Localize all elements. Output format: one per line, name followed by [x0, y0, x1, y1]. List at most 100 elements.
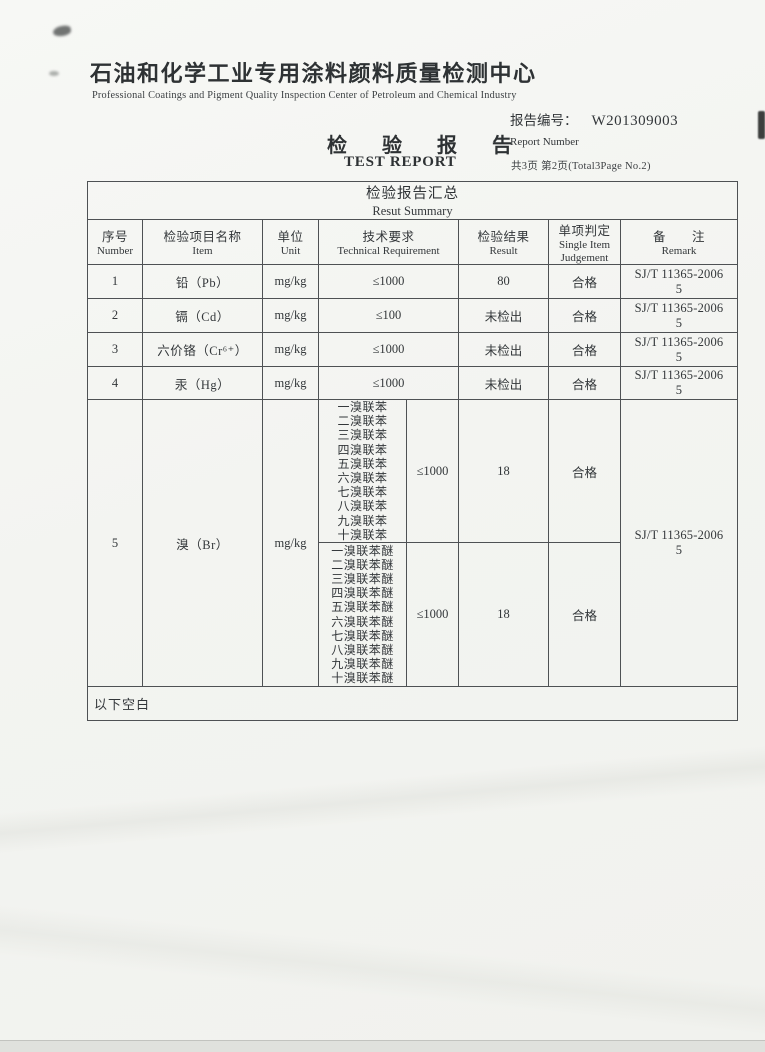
- table-title-cell: 检验报告汇总 Resut Summary: [87, 181, 738, 220]
- cell-number: 1: [87, 264, 143, 299]
- report-number-label-en: Report Number: [510, 136, 579, 148]
- cell-remark: SJ/T 11365-2006 5: [620, 366, 738, 400]
- cell-remark: SJ/T 11365-2006 5: [620, 332, 738, 367]
- header-result: 检验结果 Result: [458, 219, 549, 265]
- cell-unit: mg/kg: [262, 332, 319, 367]
- header-number: 序号 Number: [87, 219, 143, 265]
- cell-compound-list-pbde: 一溴联苯醚 二溴联苯醚 三溴联苯醚 四溴联苯醚 五溴联苯醚 六溴联苯醚 七溴联苯醚 八溴联苯醚…: [318, 542, 407, 688]
- table-row: 4 汞（Hg） mg/kg ≤1000 未检出 合格 SJ/T 11365-20…: [87, 366, 738, 400]
- header-item-en: Item: [192, 245, 213, 258]
- cell-result: 未检出: [458, 298, 549, 333]
- table-footer-row: 以下空白: [87, 686, 738, 722]
- remark-standard: SJ/T 11365-2006: [634, 266, 724, 281]
- compound-list: 一溴联苯 二溴联苯 三溴联苯 四溴联苯 五溴联苯 六溴联苯 七溴联苯 八溴联苯 九溴联苯 十溴联苯: [320, 400, 406, 542]
- result-summary-table: 检验报告汇总 Resut Summary 序号 Number 检验项目名称 It…: [87, 181, 738, 722]
- compound-line: 三溴联苯: [337, 428, 388, 443]
- organization-name-cn: 石油和化学工业专用涂料颜料质量检测中心: [90, 61, 537, 86]
- cell-remark: SJ/T 11365-2006 5: [620, 264, 738, 299]
- compound-line: 二溴联苯: [337, 414, 388, 429]
- cell-requirement: ≤1000: [406, 398, 459, 544]
- table-title-row: 检验报告汇总 Resut Summary: [87, 181, 738, 220]
- summary-title-en: Resut Summary: [372, 204, 453, 218]
- table-row: 3 六价铬（Cr⁶⁺） mg/kg ≤1000 未检出 合格 SJ/T 1136…: [87, 332, 738, 367]
- header-judgement-cn: 单项判定: [558, 224, 611, 238]
- header-item-cn: 检验项目名称: [163, 230, 242, 245]
- compound-line: 十溴联苯醚: [331, 671, 394, 686]
- header-item: 检验项目名称 Item: [142, 219, 263, 265]
- cell-result: 80: [458, 264, 549, 299]
- page-count-info: 共3页 第2页(Total3Page No.2): [511, 161, 651, 172]
- remark-clause: 5: [675, 315, 683, 330]
- header-remark-cn: 备 注: [652, 230, 705, 245]
- document-title-en: TEST REPORT: [344, 154, 457, 170]
- cell-unit: mg/kg: [262, 298, 319, 333]
- header-requirement-en: Technical Requirement: [337, 245, 440, 258]
- remark-standard: SJ/T 11365-2006: [634, 528, 724, 543]
- cell-judgement: 合格: [548, 264, 621, 299]
- remark-standard: SJ/T 11365-2006: [634, 368, 724, 382]
- cell-item: 溴（Br）: [142, 398, 263, 688]
- compound-line: 七溴联苯: [337, 485, 388, 500]
- scan-smudge-icon: [52, 24, 72, 38]
- header-judgement-en2: Judgement: [560, 251, 609, 264]
- compound-line: 五溴联苯: [337, 456, 388, 471]
- remark-standard: SJ/T 11365-2006: [634, 300, 724, 315]
- compound-line: 九溴联苯醚: [331, 657, 394, 672]
- cell-compound-list-pbb: 一溴联苯 二溴联苯 三溴联苯 四溴联苯 五溴联苯 六溴联苯 七溴联苯 八溴联苯 九溴联苯 十溴联苯: [318, 398, 407, 544]
- cell-item: 汞（Hg）: [142, 366, 263, 400]
- cell-unit: mg/kg: [262, 398, 319, 688]
- cell-item: 铅（Pb）: [142, 264, 263, 299]
- compound-line: 七溴联苯醚: [331, 628, 394, 643]
- remark-clause: 5: [675, 349, 683, 364]
- compound-list: 一溴联苯醚 二溴联苯醚 三溴联苯醚 四溴联苯醚 五溴联苯醚 六溴联苯醚 七溴联苯醚 八溴联苯醚…: [320, 543, 406, 686]
- header-number-en: Number: [96, 245, 134, 258]
- cell-judgement: 合格: [548, 398, 621, 544]
- compound-line: 九溴联苯: [337, 513, 388, 528]
- report-number-label: 报告编号：: [510, 113, 578, 128]
- report-number-value: W201309003: [591, 113, 679, 129]
- document-title-cn: 检 验 报 告: [327, 135, 527, 157]
- compound-line: 六溴联苯醚: [331, 614, 394, 629]
- paper-bottom-edge: [0, 1040, 765, 1052]
- header-result-cn: 检验结果: [477, 230, 530, 245]
- cell-number: 5: [87, 398, 143, 688]
- table-row: 1 铅（Pb） mg/kg ≤1000 80 合格 SJ/T 11365-200…: [87, 264, 738, 299]
- compound-line: 四溴联苯: [337, 442, 388, 457]
- blank-below-note: 以下空白: [87, 686, 738, 722]
- header-judgement: 单项判定 Single Item Judgement: [548, 219, 621, 265]
- header-unit-cn: 单位: [277, 230, 304, 245]
- paper-crease: [0, 730, 765, 870]
- compound-line: 六溴联苯: [337, 471, 388, 486]
- scan-edge-mark-icon: [758, 111, 765, 139]
- remark-clause: 5: [675, 383, 683, 397]
- compound-line: 三溴联苯醚: [331, 571, 394, 586]
- remark-clause: 5: [675, 543, 683, 558]
- cell-requirement: ≤1000: [318, 332, 459, 367]
- remark-standard: SJ/T 11365-2006: [634, 334, 724, 349]
- scan-smudge-icon: [49, 71, 59, 76]
- cell-requirement: ≤100: [318, 298, 459, 333]
- cell-number: 2: [87, 298, 143, 333]
- compound-line: 四溴联苯醚: [331, 586, 394, 601]
- table-row: 2 镉（Cd） mg/kg ≤100 未检出 合格 SJ/T 11365-200…: [87, 298, 738, 333]
- compound-line: 一溴联苯醚: [331, 543, 394, 558]
- header-judgement-en1: Single Item: [558, 239, 611, 251]
- compound-line: 八溴联苯醚: [331, 642, 394, 657]
- table-header-row: 序号 Number 检验项目名称 Item 单位 Unit 技术要求 Techn…: [87, 219, 738, 265]
- cell-requirement: ≤1000: [406, 542, 459, 688]
- summary-title-cn: 检验报告汇总: [366, 186, 459, 202]
- compound-line: 一溴联苯: [337, 400, 388, 414]
- header-requirement: 技术要求 Technical Requirement: [318, 219, 459, 265]
- cell-unit: mg/kg: [262, 366, 319, 400]
- cell-judgement: 合格: [548, 298, 621, 333]
- compound-line: 十溴联苯: [337, 527, 388, 542]
- cell-requirement: ≤1000: [318, 264, 459, 299]
- cell-result: 18: [458, 398, 549, 544]
- cell-judgement: 合格: [548, 542, 621, 688]
- cell-remark: SJ/T 11365-2006 5: [620, 298, 738, 333]
- header-requirement-cn: 技术要求: [362, 230, 415, 245]
- compound-line: 八溴联苯: [337, 499, 388, 514]
- header-remark-en: Remark: [661, 245, 697, 258]
- cell-judgement: 合格: [548, 366, 621, 400]
